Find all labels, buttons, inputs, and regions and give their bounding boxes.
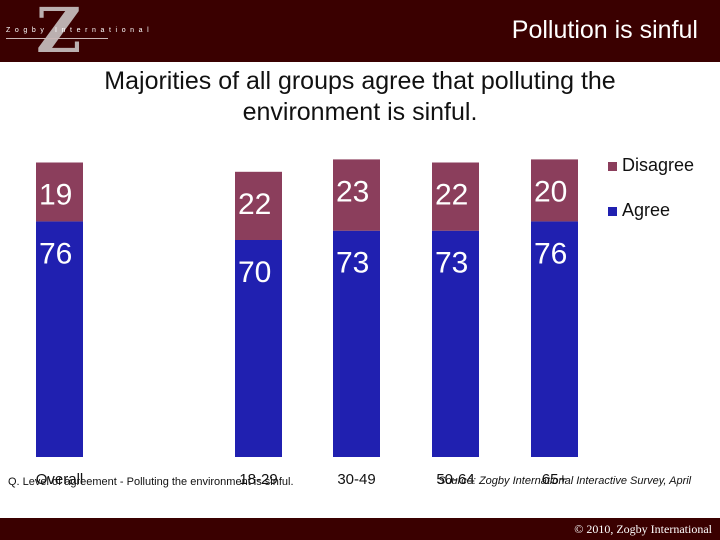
bar-agree-30-49 [333, 230, 380, 457]
legend-swatch-agree [608, 206, 617, 216]
data-label-agree-Overall: 76 [39, 237, 72, 270]
bar-agree-Overall [36, 221, 83, 457]
data-label-agree-18-29: 70 [238, 256, 271, 289]
source-note: Source: Zogby International Interactive … [438, 475, 692, 487]
data-label-disagree-65+: 20 [534, 175, 567, 208]
question-footnote: Q. Level of agreement - Polluting the en… [8, 476, 294, 488]
bar-disagree-65+ [531, 159, 578, 222]
data-label-disagree-30-49: 23 [336, 175, 369, 208]
legend-label-agree: Agree [622, 200, 671, 220]
bar-disagree-50-64 [432, 162, 479, 231]
data-label-agree-30-49: 73 [336, 247, 369, 280]
x-tick-label-Overall: Overall [36, 471, 84, 488]
legend-item-disagree: Disagree [608, 155, 694, 176]
x-tick-label-30-49: 30-49 [337, 471, 375, 488]
data-label-disagree-Overall: 19 [39, 179, 72, 212]
x-tick-label-18-29: 18-29 [239, 471, 277, 488]
bar-disagree-30-49 [333, 159, 380, 231]
bar-agree-65+ [531, 221, 578, 457]
bar-disagree-Overall [36, 162, 83, 222]
bar-agree-50-64 [432, 230, 479, 457]
footer-bar [0, 518, 720, 540]
slide-title: Pollution is sinful [511, 16, 698, 44]
legend-label-disagree: Disagree [622, 155, 695, 175]
data-label-agree-50-64: 73 [435, 247, 468, 280]
logo-letter: Z [36, 0, 81, 67]
logo-wordmark: Zogby International [6, 27, 154, 34]
x-tick-label-65+: 65+ [542, 471, 568, 488]
chart-subtitle: Majorities of all groups agree that poll… [104, 67, 616, 126]
logo-divider [6, 38, 108, 39]
header-bar: Z Zogby International Pollution is sinfu… [0, 0, 720, 67]
data-label-disagree-50-64: 22 [435, 179, 468, 212]
data-label-agree-65+: 76 [534, 237, 567, 270]
copyright-text: © 2010, Zogby International [574, 522, 712, 536]
bar-agree-18-29 [235, 240, 282, 457]
x-tick-label-50-64: 50-64 [436, 471, 474, 488]
legend-item-agree: Agree [608, 200, 670, 221]
bar-disagree-18-29 [235, 171, 282, 240]
data-label-disagree-18-29: 22 [238, 188, 271, 221]
legend-swatch-disagree [608, 161, 617, 171]
